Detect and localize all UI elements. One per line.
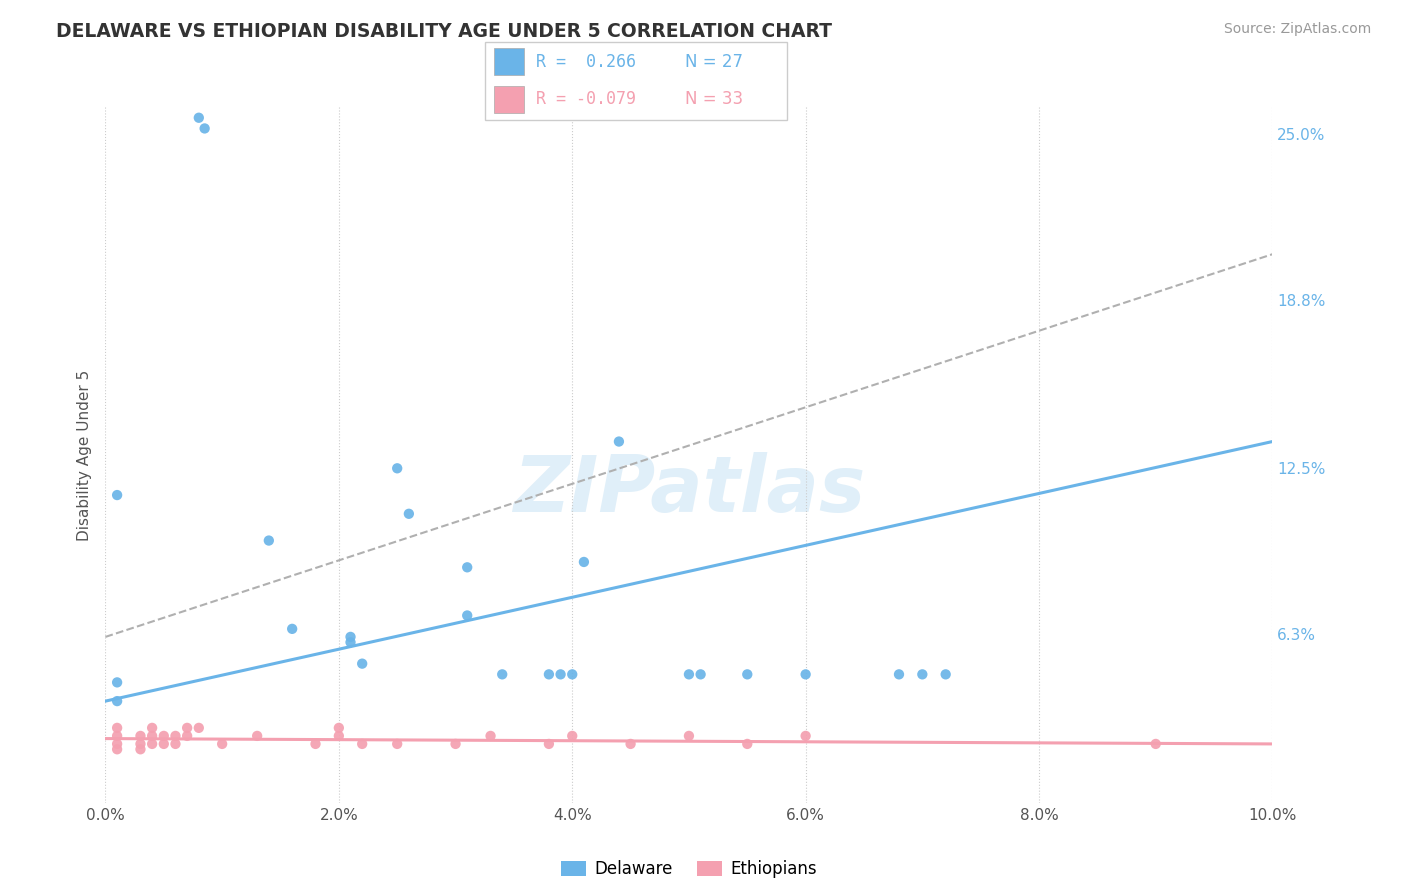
Point [561,667,583,681]
Point [561,729,583,743]
Point [304,737,326,751]
Text: R =  0.266: R = 0.266 [537,53,637,70]
Point [537,737,560,751]
Text: DELAWARE VS ETHIOPIAN DISABILITY AGE UNDER 5 CORRELATION CHART: DELAWARE VS ETHIOPIAN DISABILITY AGE UND… [56,22,832,41]
Point [176,729,198,743]
Point [281,622,304,636]
Point [153,737,174,751]
Point [491,667,513,681]
Point [165,729,187,743]
Point [1144,737,1167,751]
Point [187,111,209,125]
Point [887,667,910,681]
Point [737,667,759,681]
Text: Source: ZipAtlas.com: Source: ZipAtlas.com [1223,22,1371,37]
Point [211,737,233,751]
Bar [494,86,524,112]
Point [194,121,217,136]
Y-axis label: Disability Age Under 5: Disability Age Under 5 [76,369,91,541]
Point [385,737,408,751]
Point [737,737,759,751]
Point [456,560,478,574]
Text: ZIPatlas: ZIPatlas [513,451,865,528]
Point [129,742,152,756]
Text: R = -0.079: R = -0.079 [537,90,637,108]
Point [141,737,163,751]
Point [141,729,163,743]
Point [352,737,374,751]
Text: N = 27: N = 27 [685,53,742,70]
Point [794,729,817,743]
Point [105,721,128,735]
Point [678,729,700,743]
Point [607,434,630,449]
Point [352,657,374,671]
Point [678,667,700,681]
Point [176,721,198,735]
Point [935,667,957,681]
Point [105,694,128,708]
Point [129,729,152,743]
Point [141,721,163,735]
Point [689,667,711,681]
Text: N = 33: N = 33 [685,90,742,108]
Point [187,721,209,735]
Point [257,533,280,548]
Point [444,737,467,751]
Point [398,507,420,521]
Point [328,729,350,743]
Point [537,667,560,681]
Bar [494,48,524,75]
Point [328,721,350,735]
Point [911,667,934,681]
Point [456,608,478,623]
Point [105,729,128,743]
Point [129,737,152,751]
Point [339,635,361,649]
Point [550,667,572,681]
Point [339,630,361,644]
Point [165,737,187,751]
Point [794,667,817,681]
Point [479,729,502,743]
Point [572,555,595,569]
FancyBboxPatch shape [485,42,787,120]
Point [385,461,408,475]
Point [105,675,128,690]
Point [153,729,174,743]
Point [105,737,128,751]
Point [105,488,128,502]
Point [246,729,269,743]
Point [105,742,128,756]
Legend: Delaware, Ethiopians: Delaware, Ethiopians [554,854,824,885]
Point [619,737,641,751]
